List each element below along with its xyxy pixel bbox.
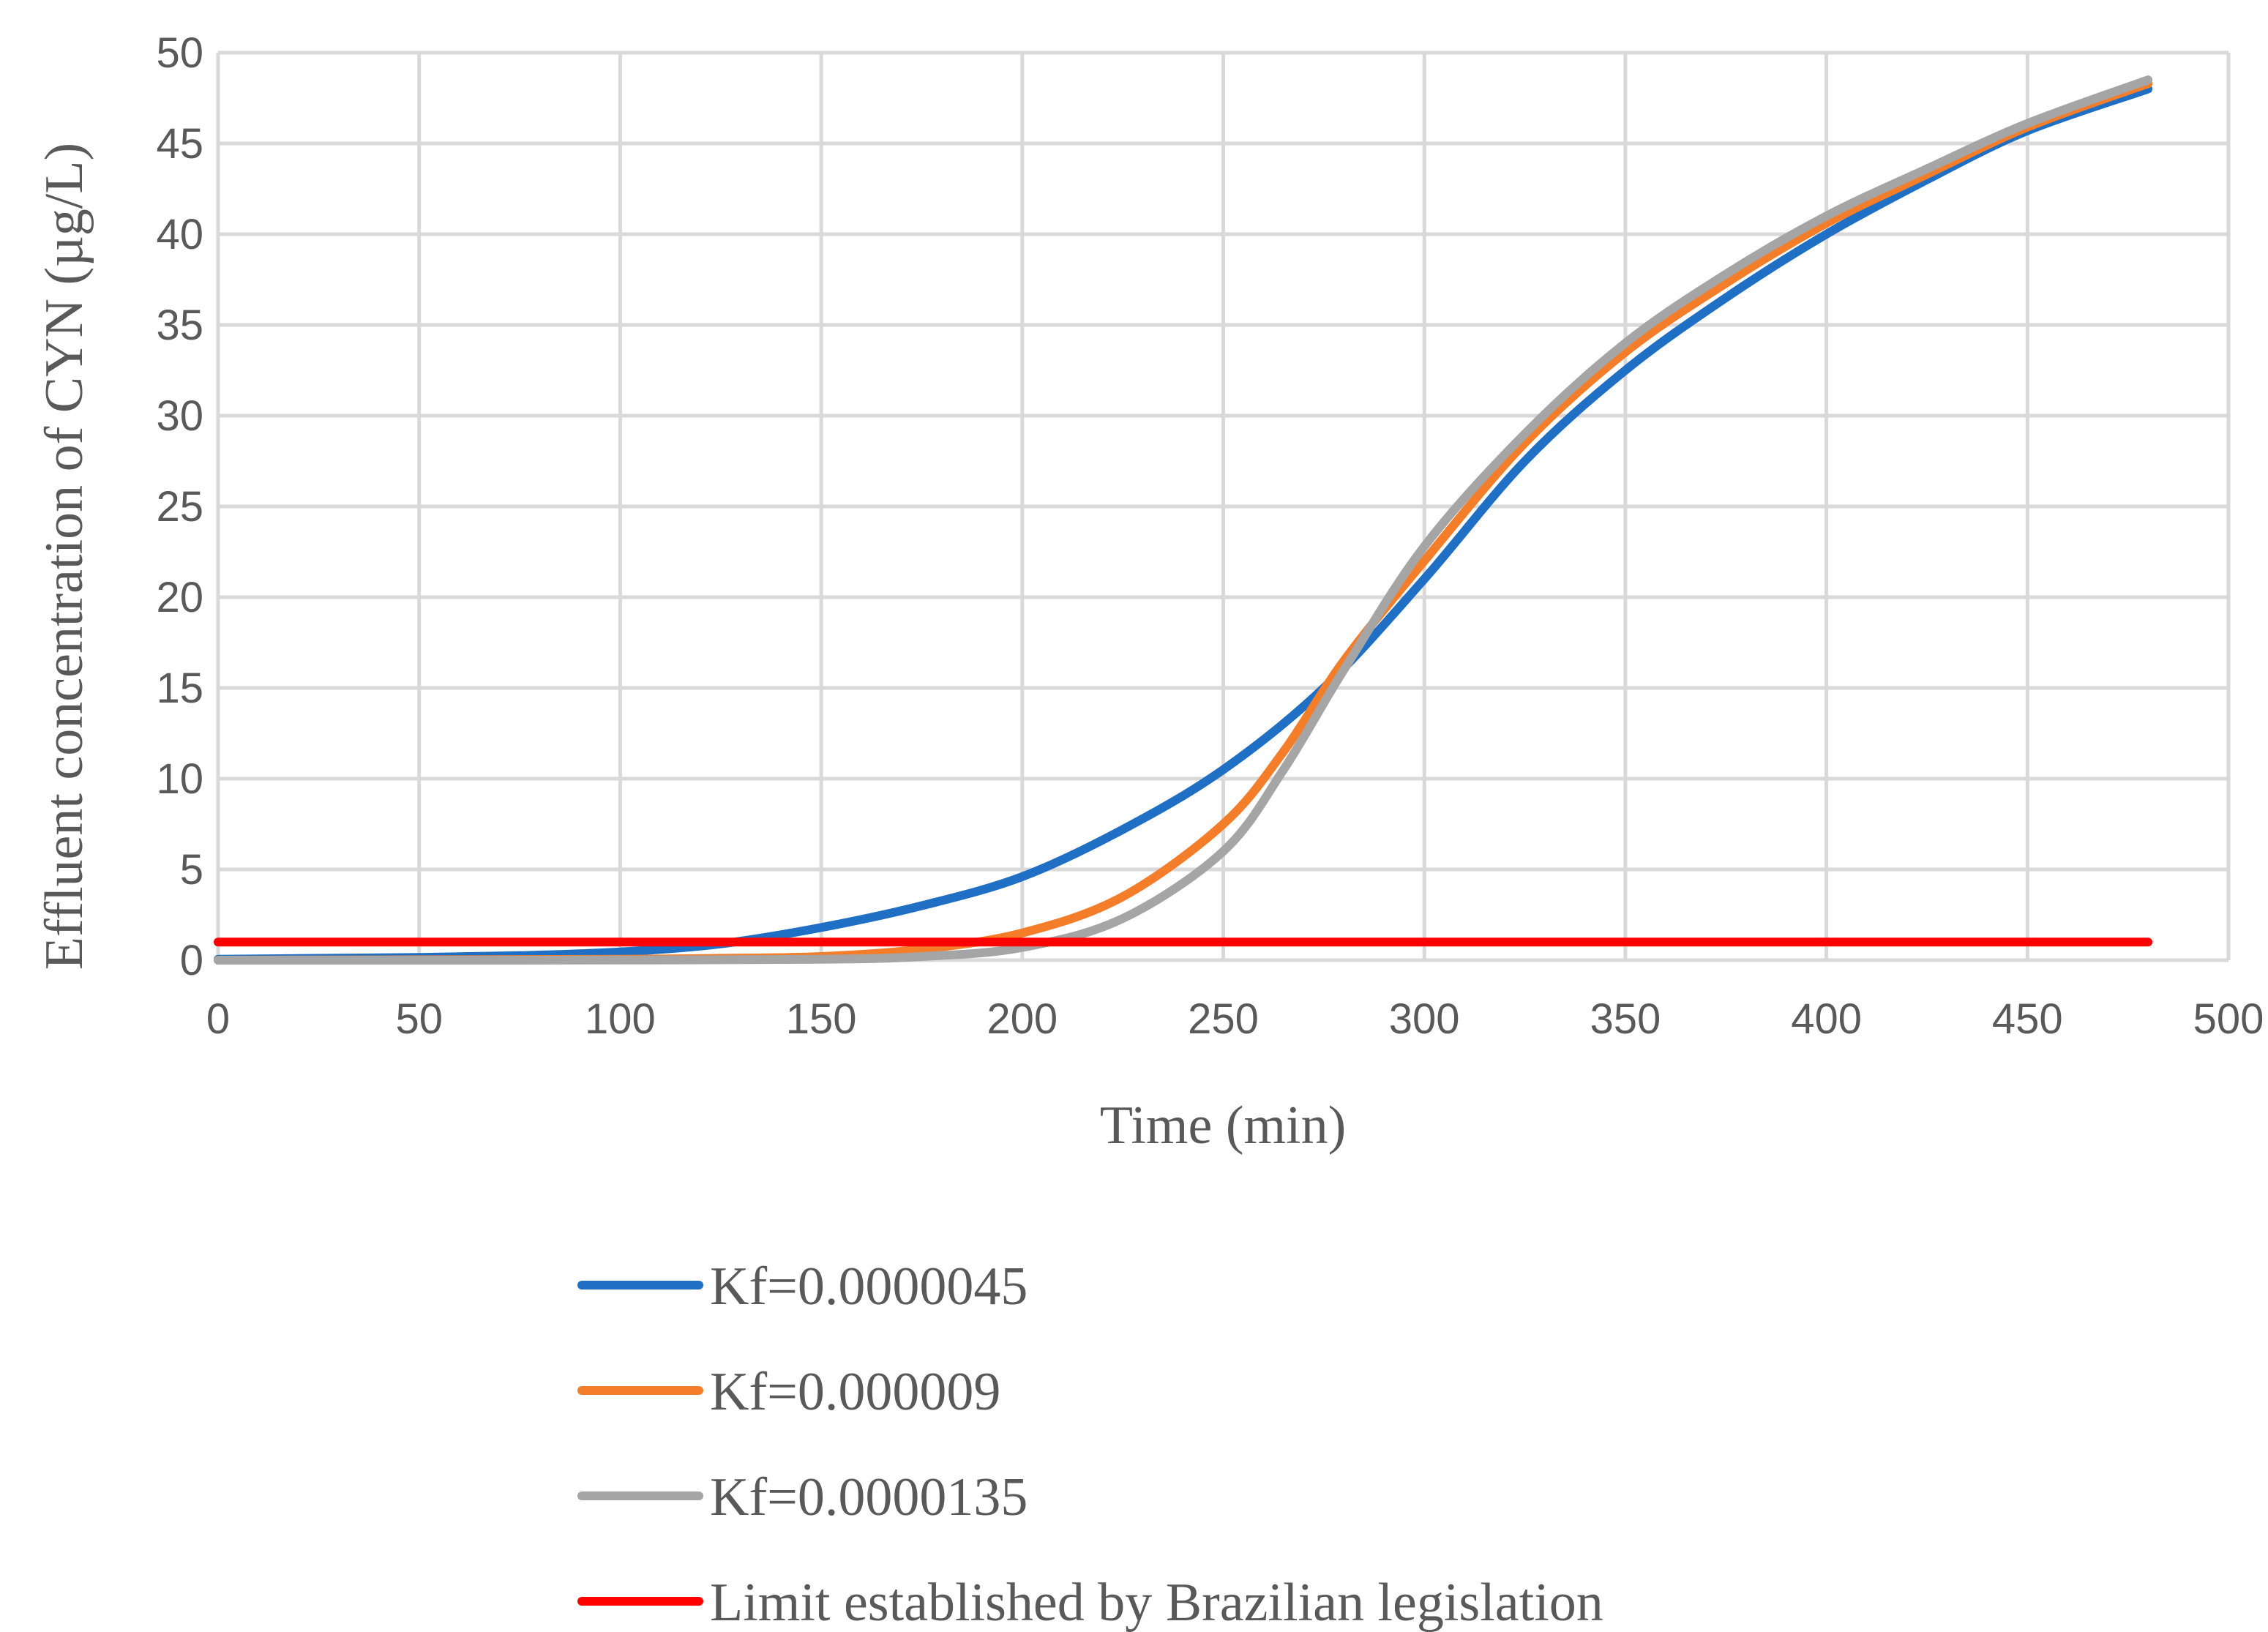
x-tick-label: 200 <box>987 995 1058 1043</box>
y-tick-label: 15 <box>156 665 203 712</box>
y-tick-label: 35 <box>156 302 203 349</box>
y-tick-label: 40 <box>156 211 203 258</box>
y-tick-label: 30 <box>156 392 203 440</box>
plot-area <box>214 75 2153 965</box>
x-tick-label: 500 <box>2193 995 2264 1043</box>
y-tick-label: 50 <box>156 29 203 77</box>
y-tick-label: 20 <box>156 574 203 621</box>
grid <box>216 50 2231 962</box>
legend-label: Kf=0.0000045 <box>710 1257 1028 1317</box>
y-axis-title: Effluent concentration of CYN (µg/L) <box>34 143 94 970</box>
series-line-2 <box>214 75 2153 965</box>
x-tick-label: 100 <box>585 995 656 1043</box>
series-line-0 <box>214 84 2153 964</box>
x-axis-title: Time (min) <box>1100 1096 1346 1156</box>
y-tick-label: 25 <box>156 483 203 531</box>
x-tick-label: 350 <box>1590 995 1661 1043</box>
legend-label: Kf=0.0000135 <box>710 1467 1028 1527</box>
y-tick-label: 45 <box>156 120 203 168</box>
x-tick-label: 450 <box>1992 995 2063 1043</box>
x-tick-label: 400 <box>1791 995 1862 1043</box>
x-tick-label: 250 <box>1188 995 1259 1043</box>
y-tick-label: 10 <box>156 755 203 803</box>
y-tick-label: 0 <box>180 937 203 984</box>
x-tick-label: 0 <box>206 995 230 1043</box>
legend: Kf=0.0000045 Kf=0.000009 Kf=0.0000135 Limit… <box>577 1257 1603 1632</box>
x-tick-label: 300 <box>1389 995 1460 1043</box>
legend-label: Kf=0.000009 <box>710 1362 1000 1422</box>
x-tick-label: 50 <box>395 995 443 1043</box>
legend-label: Limit established by Brazilian legislati… <box>710 1573 1603 1632</box>
y-tick-label: 5 <box>180 846 203 894</box>
x-tick-label: 150 <box>786 995 857 1043</box>
